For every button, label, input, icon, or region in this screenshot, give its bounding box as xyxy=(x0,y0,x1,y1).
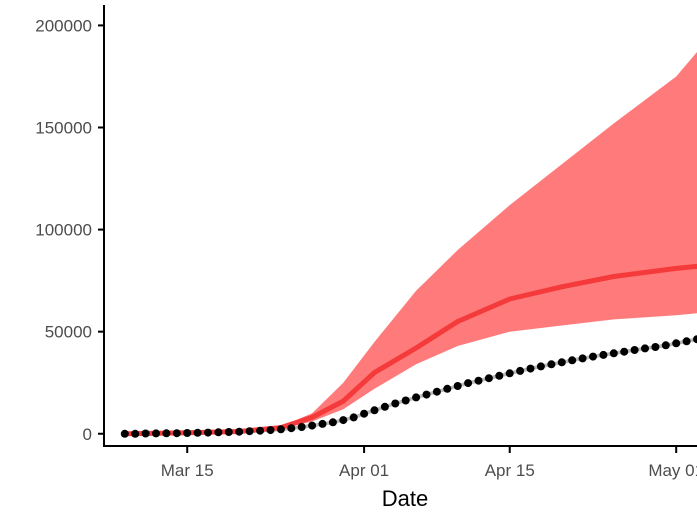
x-tick-label: Mar 15 xyxy=(161,461,214,480)
observed-point xyxy=(235,427,244,436)
tick-marks xyxy=(98,24,678,453)
observed-point xyxy=(682,337,691,346)
y-tick-label: 150000 xyxy=(35,119,92,138)
observed-point xyxy=(349,413,358,422)
observed-point xyxy=(360,409,369,418)
observed-point xyxy=(339,416,348,425)
observed-point xyxy=(287,424,296,433)
observed-point xyxy=(484,374,493,383)
x-axis-title: Date xyxy=(382,486,428,511)
observed-point xyxy=(276,425,285,434)
observed-point xyxy=(422,390,431,399)
observed-point xyxy=(474,376,483,385)
observed-point xyxy=(297,423,306,431)
observed-point xyxy=(464,379,473,388)
observed-point xyxy=(328,418,337,427)
observed-point xyxy=(412,393,421,402)
plot-area xyxy=(120,52,697,438)
y-tick-label: 200000 xyxy=(35,16,92,35)
observed-point xyxy=(214,428,223,437)
observed-point xyxy=(443,384,452,393)
x-tick-label: Apr 15 xyxy=(485,461,535,480)
x-tick-label: Apr 01 xyxy=(339,461,389,480)
observed-point xyxy=(183,429,192,437)
observed-point xyxy=(557,358,566,367)
y-tick-label: 0 xyxy=(83,425,92,444)
observed-point xyxy=(620,347,629,356)
y-tick-label: 50000 xyxy=(45,323,92,342)
observed-point xyxy=(536,362,545,371)
tick-labels: 0 50000 100000 150000 200000 Mar 15 Apr 01 Apr … xyxy=(35,16,697,480)
observed-point xyxy=(526,364,535,373)
observed-point xyxy=(453,382,462,390)
observed-point xyxy=(516,366,525,375)
observed-point xyxy=(401,396,410,405)
observed-point xyxy=(578,354,587,363)
observed-point xyxy=(131,429,140,438)
axes xyxy=(103,5,697,447)
x-tick-label: May 01 xyxy=(648,461,697,480)
observed-point xyxy=(589,352,597,361)
observed-point xyxy=(245,427,254,436)
observed-point xyxy=(661,341,670,350)
observed-point xyxy=(224,428,233,436)
observed-point xyxy=(370,406,379,415)
observed-point xyxy=(651,343,660,351)
observed-point xyxy=(266,426,275,435)
observed-point xyxy=(162,429,171,438)
prediction-band xyxy=(124,52,697,434)
observed-point xyxy=(172,429,181,438)
observed-point xyxy=(505,369,514,378)
observed-point xyxy=(152,429,160,438)
y-tick-label: 100000 xyxy=(35,221,92,240)
observed-point xyxy=(141,429,150,438)
observed-point xyxy=(609,349,618,358)
observed-point xyxy=(641,344,649,353)
observed-point xyxy=(308,421,317,430)
observed-point xyxy=(256,426,265,435)
observed-point xyxy=(432,387,441,396)
observed-point xyxy=(193,428,202,437)
observed-point xyxy=(318,419,327,428)
observed-point xyxy=(630,346,639,354)
observed-point xyxy=(391,399,400,408)
observed-point xyxy=(672,339,681,348)
observed-point xyxy=(380,402,389,411)
observed-point xyxy=(547,360,556,369)
observed-point xyxy=(204,428,212,437)
observed-point xyxy=(693,335,697,344)
observed-point xyxy=(120,429,129,438)
observed-point xyxy=(568,356,577,365)
observed-point xyxy=(599,350,608,359)
observed-point xyxy=(495,371,504,380)
